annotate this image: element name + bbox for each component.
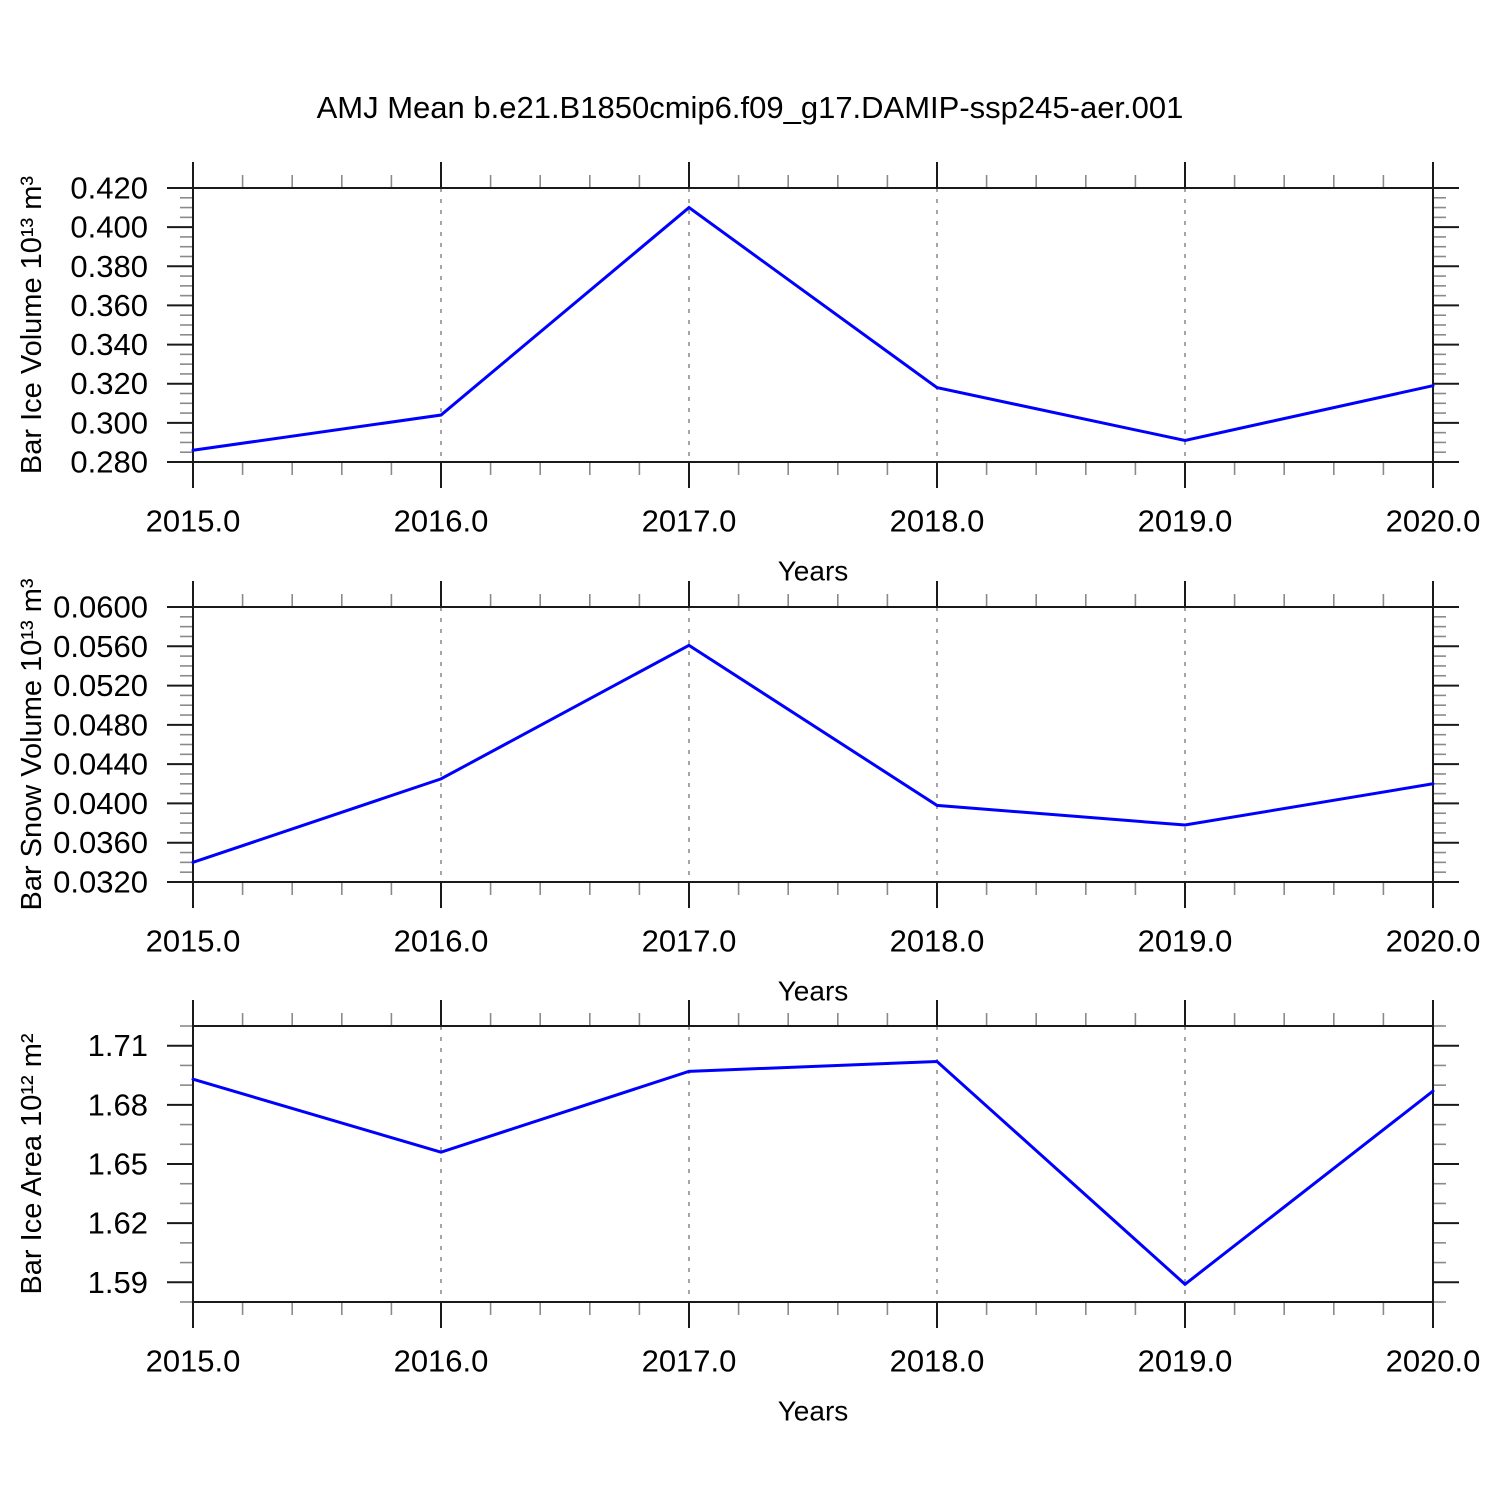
y-tick-label: 0.360: [70, 288, 148, 323]
x-axis-title: Years: [778, 1396, 849, 1427]
y-tick-label: 0.420: [70, 171, 148, 206]
x-axis-title: Years: [778, 556, 849, 587]
x-tick-label: 2020.0: [1386, 504, 1481, 539]
x-tick-label: 2019.0: [1138, 1344, 1233, 1379]
y-tick-label: 1.71: [88, 1028, 148, 1063]
x-tick-label: 2016.0: [394, 924, 489, 959]
x-tick-label: 2020.0: [1386, 924, 1481, 959]
y-tick-label: 0.400: [70, 210, 148, 245]
y-tick-label: 0.0360: [53, 825, 148, 860]
x-tick-label: 2018.0: [890, 504, 985, 539]
plot-frame: [192, 606, 1434, 883]
data-line: [191, 643, 1435, 864]
y-axis-title: Bar Ice Volume 10¹³ m³: [16, 176, 48, 474]
y-tick-label: 0.0520: [53, 668, 148, 703]
y-tick-label: 0.0320: [53, 865, 148, 900]
y-tick-label: 0.0560: [53, 629, 148, 664]
x-tick-label: 2015.0: [146, 924, 241, 959]
x-tick-label: 2016.0: [394, 504, 489, 539]
y-tick-label: 0.280: [70, 445, 148, 480]
panel-2: 0.0320 0.0360 0.0400 0.0440 0.0480 0.0520 0.05…: [16, 578, 1480, 1006]
y-tick-label: 1.65: [88, 1147, 148, 1182]
y-tick-label: 1.68: [88, 1087, 148, 1122]
y-tick-label: 0.0600: [53, 590, 148, 625]
y-tick-label: 0.340: [70, 327, 148, 362]
x-tick-label: 2018.0: [890, 1344, 985, 1379]
y-tick-label: 1.62: [88, 1206, 148, 1241]
x-axis-title: Years: [778, 976, 849, 1007]
panel-3: 1.59 1.62 1.65 1.68 1.71 2015.0 2016.0 2017.0 20…: [16, 1000, 1480, 1427]
y-tick-label: 0.0480: [53, 707, 148, 742]
plot-frame: [192, 1025, 1434, 1303]
chart-title: AMJ Mean b.e21.B1850cmip6.f09_g17.DAMIP-…: [317, 90, 1184, 125]
data-line: [191, 205, 1435, 452]
y-tick-label: 0.300: [70, 405, 148, 440]
x-tick-label: 2016.0: [394, 1344, 489, 1379]
x-tick-label: 2017.0: [642, 1344, 737, 1379]
x-tick-label: 2015.0: [146, 504, 241, 539]
x-tick-label: 2019.0: [1138, 924, 1233, 959]
y-tick-label: 0.320: [70, 366, 148, 401]
y-axis-title: Bar Snow Volume 10¹³ m³: [16, 578, 48, 910]
plot-frame: [192, 187, 1434, 463]
y-tick-label: 0.0400: [53, 786, 148, 821]
x-tick-label: 2015.0: [146, 1344, 241, 1379]
panel-1: 0.280 0.300 0.320 0.340 0.360 0.380 0.400 0.420…: [16, 162, 1480, 587]
x-tick-label: 2019.0: [1138, 504, 1233, 539]
x-tick-label: 2017.0: [642, 924, 737, 959]
x-tick-label: 2018.0: [890, 924, 985, 959]
y-tick-label: 0.0440: [53, 747, 148, 782]
y-axis-title: Bar Ice Area 10¹² m²: [16, 1033, 48, 1294]
x-tick-label: 2020.0: [1386, 1344, 1481, 1379]
panels-group: 0.280 0.300 0.320 0.340 0.360 0.380 0.400 0.420…: [16, 162, 1480, 1427]
y-tick-label: 1.59: [88, 1265, 148, 1300]
y-tick-label: 0.380: [70, 249, 148, 284]
x-tick-label: 2017.0: [642, 504, 737, 539]
data-line: [191, 1059, 1435, 1287]
